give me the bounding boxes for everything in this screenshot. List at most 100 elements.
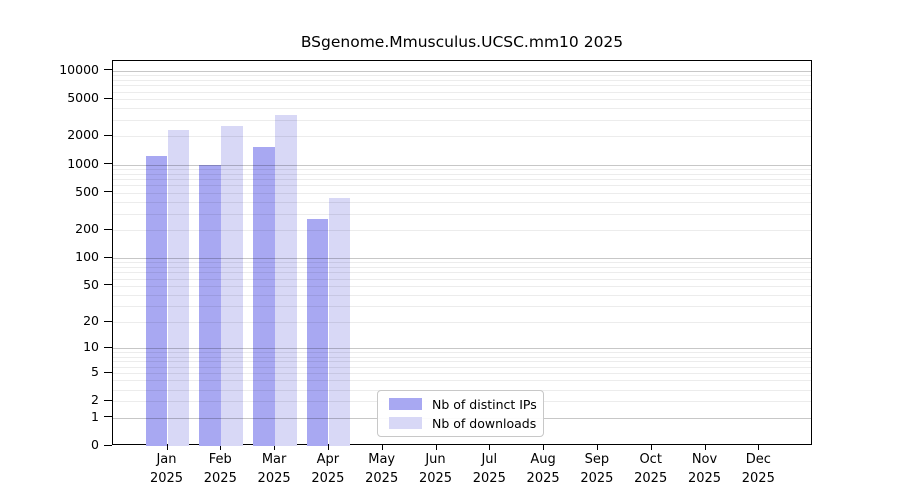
- bar-downloads-mar: [275, 115, 297, 446]
- y-tick-label-50: 50: [83, 276, 99, 292]
- x-tick-jul: [489, 445, 491, 450]
- y-tick-500: [104, 191, 112, 193]
- gridline-9: [113, 352, 811, 354]
- legend-row-downloads: Nb of downloads: [389, 416, 543, 431]
- bar-downloads-feb: [221, 126, 243, 446]
- x-tick-label-jan: Jan 2025: [149, 452, 184, 486]
- gridline-500: [113, 192, 811, 194]
- gridline-400: [113, 201, 811, 203]
- gridline-30: [113, 306, 811, 308]
- gridline-6000: [113, 91, 811, 93]
- gridline-1000: [113, 164, 811, 166]
- gridline-600: [113, 185, 811, 187]
- x-tick-aug: [543, 445, 545, 450]
- y-tick-1000: [104, 163, 112, 165]
- bar-downloads-apr: [328, 198, 351, 446]
- y-tick-10000: [104, 69, 112, 71]
- gridline-8: [113, 356, 811, 358]
- gridline-100: [113, 258, 811, 259]
- x-tick-apr: [327, 445, 329, 450]
- gridline-8000: [113, 79, 811, 81]
- gridline-7000: [113, 85, 811, 87]
- y-tick-label-200: 200: [75, 221, 99, 236]
- gridline-4000: [113, 108, 811, 110]
- gridline-80: [113, 267, 811, 268]
- bar-distinct-ips-feb: [199, 164, 221, 446]
- gridline-2000: [113, 136, 811, 138]
- legend-swatch-distinct-ips: [389, 398, 422, 410]
- y-tick-label-2: 2: [91, 392, 99, 408]
- x-tick-label-may: May 2025: [365, 452, 399, 486]
- x-tick-label-dec: Dec 2025: [741, 452, 775, 486]
- y-tick-label-10: 10: [83, 339, 99, 355]
- x-tick-dec: [758, 445, 760, 450]
- bar-downloads-jan: [167, 129, 189, 446]
- bar-distinct-ips-mar: [253, 147, 275, 446]
- gridline-6: [113, 366, 811, 368]
- x-tick-sep: [596, 445, 598, 450]
- gridline-10000: [113, 70, 811, 72]
- chart-legend: Nb of distinct IPs Nb of downloads: [377, 390, 544, 437]
- y-tick-5000: [104, 97, 112, 99]
- gridline-4: [113, 380, 811, 382]
- x-tick-label-apr: Apr 2025: [311, 452, 345, 486]
- x-tick-label-oct: Oct 2025: [634, 452, 668, 486]
- gridline-5000: [113, 99, 811, 100]
- gridline-60: [113, 278, 811, 280]
- y-tick-label-5: 5: [91, 364, 99, 379]
- gridline-300: [113, 213, 811, 215]
- plot-area: [112, 60, 812, 446]
- y-tick-label-0: 0: [91, 437, 99, 452]
- gridline-90: [113, 262, 811, 264]
- chart-title: BSgenome.Mmusculus.UCSC.mm10 2025: [300, 33, 624, 51]
- x-tick-jun: [435, 445, 437, 450]
- bar-distinct-ips-apr: [306, 218, 329, 446]
- x-tick-feb: [220, 445, 222, 450]
- y-tick-2000: [104, 134, 112, 136]
- gridline-700: [113, 179, 811, 181]
- x-tick-nov: [704, 445, 706, 450]
- gridline-50: [113, 285, 811, 287]
- gridline-40: [113, 294, 811, 296]
- gridline-800: [113, 173, 811, 175]
- x-tick-label-aug: Aug 2025: [526, 452, 560, 486]
- y-tick-2: [104, 399, 112, 401]
- gridline-5: [113, 373, 811, 374]
- gridline-70: [113, 272, 811, 274]
- x-tick-label-feb: Feb 2025: [203, 452, 237, 486]
- x-tick-mar: [274, 445, 276, 450]
- x-tick-jan: [166, 445, 168, 450]
- y-tick-100: [104, 256, 112, 258]
- gridline-10: [113, 348, 811, 350]
- legend-swatch-downloads: [389, 417, 422, 429]
- x-tick-oct: [650, 445, 652, 450]
- x-tick-label-sep: Sep 2025: [580, 452, 614, 486]
- legend-label-distinct-ips: Nb of distinct IPs: [432, 396, 537, 412]
- y-tick-5: [104, 371, 112, 373]
- x-tick-label-jun: Jun 2025: [418, 452, 453, 486]
- gridline-9000: [113, 75, 811, 77]
- legend-label-downloads: Nb of downloads: [432, 415, 537, 431]
- y-tick-10: [104, 346, 112, 348]
- gridline-7: [113, 361, 811, 363]
- x-tick-label-mar: Mar 2025: [257, 452, 291, 486]
- y-tick-label-1000: 1000: [67, 155, 99, 171]
- gridline-3000: [113, 119, 811, 121]
- y-tick-label-100: 100: [75, 249, 99, 264]
- y-tick-label-10000: 10000: [59, 61, 99, 77]
- x-tick-may: [381, 445, 383, 450]
- bar-distinct-ips-jan: [145, 155, 167, 446]
- y-tick-20: [104, 320, 112, 322]
- gridline-900: [113, 168, 811, 170]
- y-tick-label-20: 20: [83, 313, 99, 328]
- y-tick-label-2000: 2000: [67, 127, 99, 143]
- y-tick-label-1: 1: [91, 408, 99, 424]
- y-tick-1: [104, 416, 112, 418]
- y-tick-0: [104, 444, 112, 446]
- x-tick-label-jul: Jul 2025: [472, 452, 506, 486]
- y-tick-label-500: 500: [75, 183, 99, 199]
- y-tick-50: [104, 284, 112, 286]
- x-tick-label-nov: Nov 2025: [687, 452, 722, 486]
- gridline-20: [113, 322, 811, 323]
